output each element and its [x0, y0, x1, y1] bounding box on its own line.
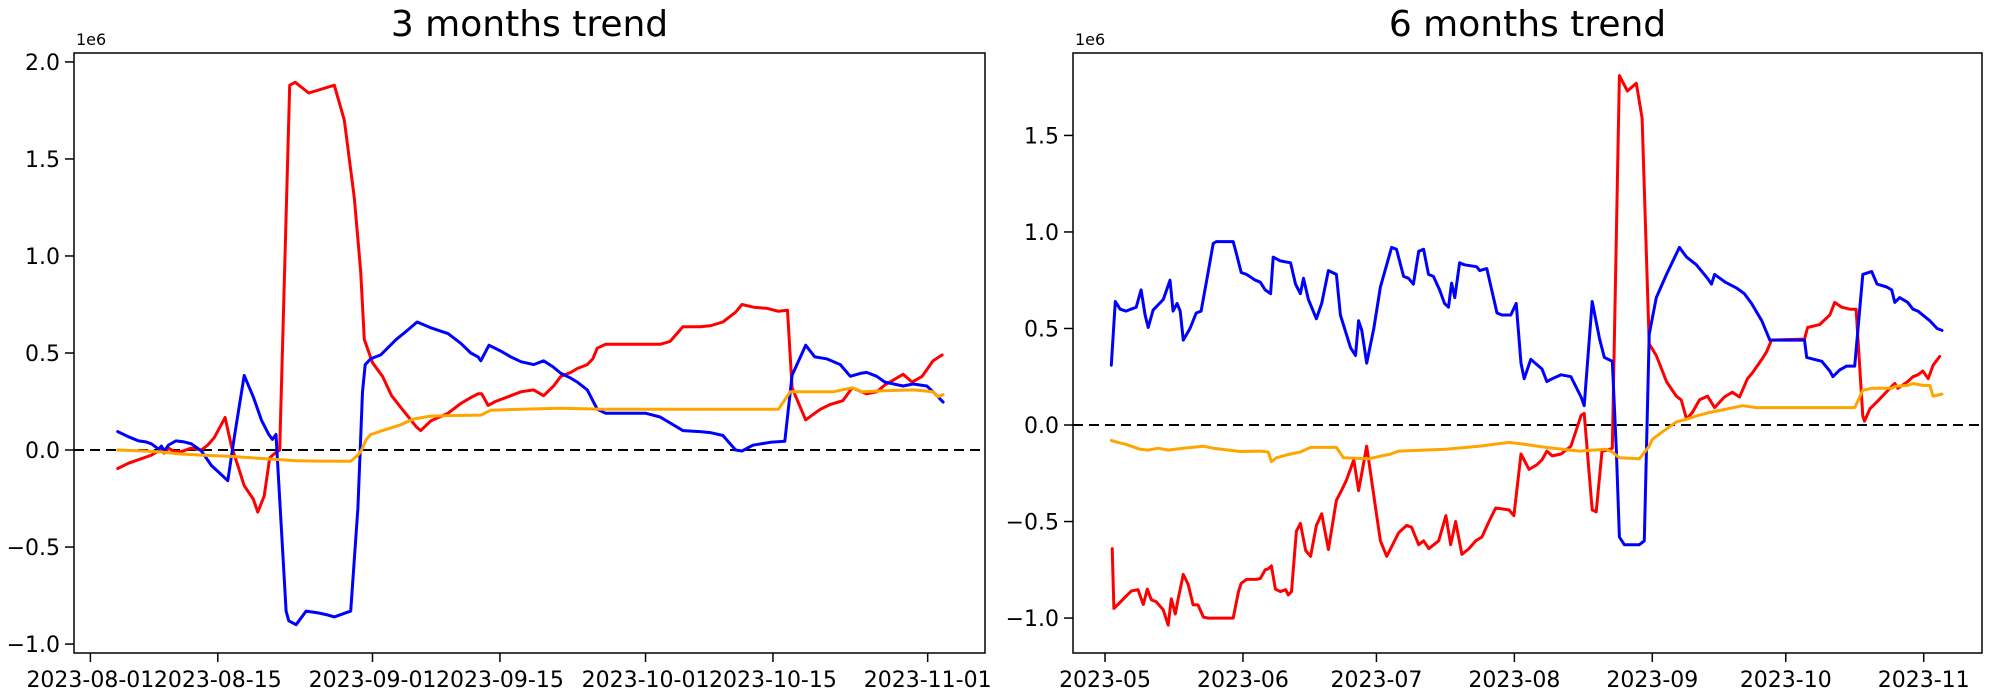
right-x-tick-label: 2023-10 — [1740, 668, 1832, 693]
right-axes-spines — [1072, 52, 1983, 654]
right-y-tick-label: 1.5 — [1024, 124, 1059, 149]
left-y-tick-label: −0.5 — [7, 536, 60, 561]
left-y-tick-label: −1.0 — [7, 633, 60, 658]
right-x-tick-label: 2023-11 — [1878, 668, 1970, 693]
left-x-tick-label: 2023-10-01 — [582, 668, 710, 693]
left-x-tick-label: 2023-09-01 — [309, 668, 437, 693]
right-y-tick-label: 0.0 — [1024, 414, 1059, 439]
right-x-tick-label: 2023-07 — [1330, 668, 1422, 693]
left-y-tick-label: 1.0 — [25, 245, 60, 270]
left-orange-line — [116, 386, 945, 463]
right-y-axis-offset-label: 1e6 — [1075, 30, 1105, 49]
left-x-tick-label: 2023-08-15 — [154, 668, 282, 693]
right-x-tick-label: 2023-06 — [1197, 668, 1289, 693]
right-y-tick-label: −0.5 — [1006, 511, 1059, 536]
left-x-tick-label: 2023-10-15 — [709, 668, 837, 693]
right-chart-title: 6 months trend — [1388, 4, 1667, 45]
left-x-tick-label: 2023-11-01 — [864, 668, 992, 693]
left-axes-spines — [73, 52, 986, 654]
left-x-tick-label: 2023-09-15 — [436, 668, 564, 693]
right-y-tick-label: 0.5 — [1024, 317, 1059, 342]
left-red-line — [116, 80, 944, 514]
right-red-line — [1110, 74, 1942, 627]
left-y-tick-label: 1.5 — [25, 148, 60, 173]
right-x-tick-label: 2023-05 — [1059, 668, 1151, 693]
right-y-tick-label: −1.0 — [1006, 607, 1059, 632]
left-y-tick-label: 2.0 — [25, 51, 60, 76]
right-x-tick-label: 2023-08 — [1468, 668, 1560, 693]
left-y-axis-offset-label: 1e6 — [76, 30, 106, 49]
right-blue-line — [1109, 240, 1944, 547]
right-orange-line — [1109, 382, 1944, 464]
left-chart-title: 3 months trend — [390, 4, 669, 45]
left-y-tick-label: 0.0 — [25, 439, 60, 464]
left-blue-line — [116, 320, 945, 627]
right-x-tick-label: 2023-09 — [1606, 668, 1698, 693]
left-y-tick-label: 0.5 — [25, 342, 60, 367]
right-y-tick-label: 1.0 — [1024, 221, 1059, 246]
left-x-tick-label: 2023-08-01 — [26, 668, 154, 693]
